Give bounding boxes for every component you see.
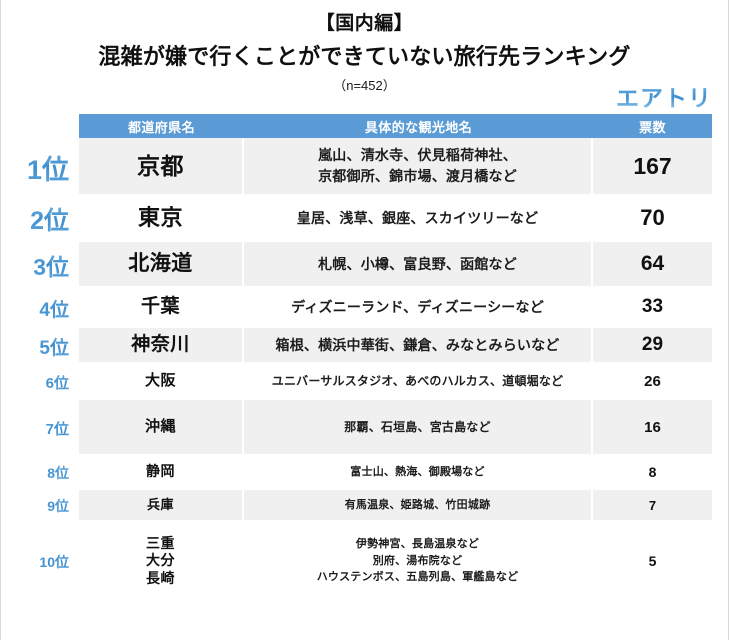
- spot-line: ディズニーランド、ディズニーシーなど: [291, 298, 544, 315]
- votes-cell: 5: [593, 522, 712, 602]
- prefecture-name: 大阪: [144, 371, 176, 389]
- ranking-table: 都道府県名 具体的な観光地名 票数 1位 京都 嵐山、清水寺、伏見稲荷神社、 京都御所…: [27, 114, 712, 602]
- prefecture-name: 大分: [146, 552, 175, 569]
- spots-cell: 那覇、石垣島、宮古島など: [244, 400, 593, 456]
- vote-count: 16: [644, 418, 661, 436]
- rank-label: 10位: [1, 522, 75, 602]
- votes-cell: 16: [593, 400, 712, 456]
- rank-label: 7位: [1, 400, 75, 456]
- table-header-row: 都道府県名 具体的な観光地名 票数: [79, 114, 712, 138]
- rank-label: 2位: [1, 196, 75, 242]
- table-row: 10位 三重 大分 長崎 伊勢神宮、長島温泉など 別府、湯布院など ハウステンボス、五島列島…: [39, 522, 712, 602]
- rank-label: 6位: [1, 364, 75, 400]
- spots-cell: ディズニーランド、ディズニーシーなど: [244, 288, 593, 328]
- spot-line: ユニバーサルスタジオ、あべのハルカス、道頓堀など: [271, 374, 564, 388]
- prefecture-cell: 兵庫: [79, 490, 244, 522]
- spot-line: 別府、湯布院など: [372, 554, 463, 567]
- prefecture-cell: 神奈川: [79, 328, 244, 364]
- vote-count: 70: [640, 205, 665, 230]
- rank-label: 3位: [1, 242, 75, 288]
- prefecture-cell: 静岡: [79, 456, 244, 490]
- table-row: 2位 東京 皇居、浅草、銀座、スカイツリーなど 70: [30, 196, 712, 242]
- vote-count: 64: [640, 252, 665, 275]
- spots-cell: 札幌、小樽、富良野、函館など: [244, 242, 593, 288]
- prefecture-cell: 大阪: [79, 364, 244, 400]
- table-row: 7位 沖縄 那覇、石垣島、宮古島など 16: [46, 400, 712, 456]
- vote-count: 26: [644, 372, 661, 390]
- spot-line: 有馬温泉、姫路城、竹田城跡: [344, 498, 491, 511]
- table-row: 3位 北海道 札幌、小樽、富良野、函館など 64: [33, 242, 712, 288]
- prefecture-cell: 京都: [79, 138, 244, 196]
- spot-line: 札幌、小樽、富良野、函館など: [318, 255, 517, 272]
- vote-count: 5: [648, 553, 657, 569]
- vote-count: 33: [641, 296, 664, 317]
- prefecture-cell: 三重 大分 長崎: [79, 522, 244, 602]
- prefecture-name: 三重: [146, 534, 175, 551]
- rank-label: 8位: [1, 456, 75, 490]
- spot-line: 那覇、石垣島、宮古島など: [344, 420, 491, 434]
- spot-line: 皇居、浅草、銀座、スカイツリーなど: [296, 209, 539, 226]
- vote-count: 7: [648, 497, 657, 513]
- prefecture-name: 千葉: [140, 296, 180, 318]
- table-body: 1位 京都 嵐山、清水寺、伏見稲荷神社、 京都御所、錦市場、渡月橋など 167 2位 東京皇…: [27, 138, 712, 602]
- sample-size: （n=452）: [333, 78, 396, 94]
- votes-cell: 8: [593, 456, 712, 490]
- votes-cell: 64: [593, 242, 712, 288]
- prefecture-cell: 沖縄: [79, 400, 244, 456]
- rank-label: 5位: [1, 328, 75, 364]
- spot-line: 伊勢神宮、長島温泉など: [355, 538, 480, 551]
- votes-cell: 29: [593, 328, 712, 364]
- table-row: 8位 静岡 富士山、熱海、御殿場など 8: [47, 456, 712, 490]
- table-row: 5位 神奈川 箱根、横浜中華街、鎌倉、みなとみらいなど 29: [39, 328, 712, 364]
- spots-cell: 皇居、浅草、銀座、スカイツリーなど: [244, 196, 593, 242]
- spots-cell: 嵐山、清水寺、伏見稲荷神社、 京都御所、錦市場、渡月橋など: [244, 138, 593, 196]
- table-row: 6位 大阪 ユニバーサルスタジオ、あべのハルカス、道頓堀など 26: [46, 364, 712, 400]
- title-block: 【国内編】 混雑が嫌で行くことができていない旅行先ランキング （n=452）: [1, 0, 728, 95]
- table-row: 9位 兵庫 有馬温泉、姫路城、竹田城跡 7: [47, 490, 712, 522]
- prefecture-name: 神奈川: [131, 334, 190, 356]
- votes-cell: 7: [593, 490, 712, 522]
- rank-label: 9位: [1, 490, 75, 522]
- prefecture-name: 兵庫: [146, 496, 174, 512]
- table-row: 1位 京都 嵐山、清水寺、伏見稲荷神社、 京都御所、錦市場、渡月橋など 167: [27, 138, 712, 196]
- spot-line: 箱根、横浜中華街、鎌倉、みなとみらいなど: [275, 336, 560, 353]
- prefecture-cell: 東京: [79, 196, 244, 242]
- prefecture-name: 沖縄: [144, 417, 176, 435]
- spot-line: 京都御所、錦市場、渡月橋など: [318, 168, 517, 184]
- spot-line: 嵐山、清水寺、伏見稲荷神社、: [318, 147, 517, 163]
- prefecture-name: 長崎: [146, 569, 175, 586]
- column-header-spots: 具体的な観光地名: [364, 119, 473, 135]
- column-header-votes: 票数: [639, 119, 666, 135]
- votes-cell: 167: [593, 138, 712, 196]
- spots-cell: 箱根、横浜中華街、鎌倉、みなとみらいなど: [244, 328, 593, 364]
- votes-cell: 26: [593, 364, 712, 400]
- prefecture-name: 京都: [137, 152, 184, 179]
- votes-cell: 33: [593, 288, 712, 328]
- table-row: 4位 千葉 ディズニーランド、ディズニーシーなど 33: [39, 288, 712, 328]
- spots-cell: 有馬温泉、姫路城、竹田城跡: [244, 490, 593, 522]
- prefecture-name: 北海道: [128, 251, 193, 275]
- spots-cell: 伊勢神宮、長島温泉など 別府、湯布院などハウステンボス、五島列島、軍艦島など: [244, 522, 593, 602]
- vote-count: 8: [648, 464, 657, 480]
- airtrip-logo: エアトリ: [616, 79, 712, 113]
- prefecture-name: 静岡: [146, 463, 175, 480]
- spots-cell: ユニバーサルスタジオ、あべのハルカス、道頓堀など: [244, 364, 593, 400]
- spot-line: ハウステンボス、五島列島、軍艦島など: [316, 571, 519, 584]
- prefecture-cell: 千葉: [79, 288, 244, 328]
- spots-cell: 富士山、熱海、御殿場など: [244, 456, 593, 490]
- page-title: 混雑が嫌で行くことができていない旅行先ランキング: [98, 43, 631, 69]
- rank-label: 4位: [1, 288, 75, 328]
- column-header-prefecture: 都道府県名: [127, 119, 195, 135]
- votes-cell: 70: [593, 196, 712, 242]
- spot-line: 富士山、熱海、御殿場など: [350, 465, 485, 478]
- title-category: 【国内編】: [315, 13, 414, 34]
- vote-count: 29: [641, 334, 664, 355]
- vote-count: 167: [633, 152, 672, 179]
- prefecture-cell: 北海道: [79, 242, 244, 288]
- rank-label: 1位: [1, 138, 75, 196]
- prefecture-name: 東京: [137, 205, 183, 231]
